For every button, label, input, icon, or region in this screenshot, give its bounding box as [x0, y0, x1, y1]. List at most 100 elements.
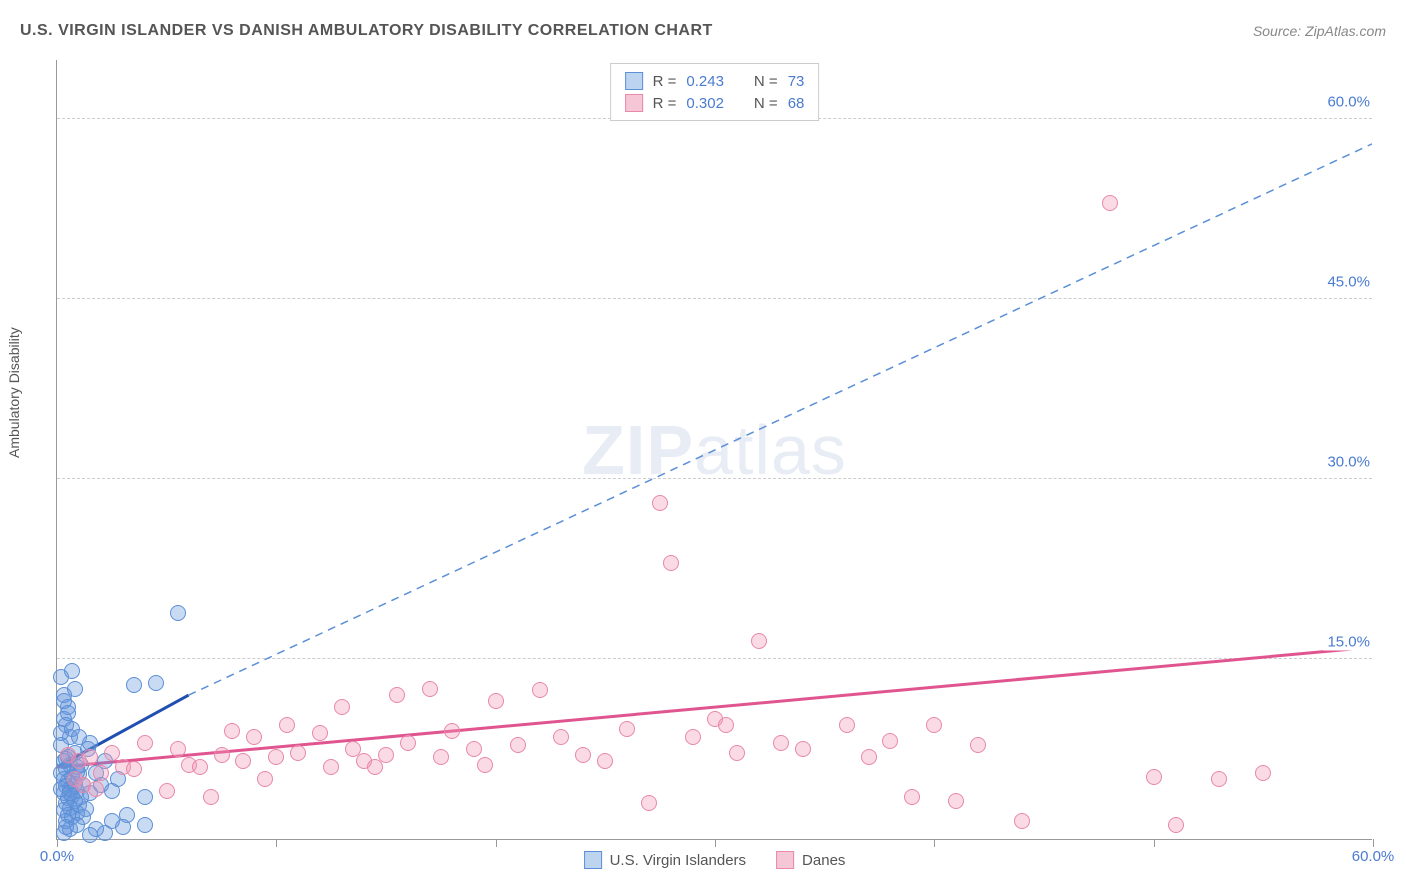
data-point: [235, 753, 251, 769]
data-point: [1102, 195, 1118, 211]
x-tick: [1154, 839, 1155, 847]
data-point: [378, 747, 394, 763]
data-point: [279, 717, 295, 733]
data-point: [400, 735, 416, 751]
data-point: [718, 717, 734, 733]
data-point: [926, 717, 942, 733]
y-axis-label: Ambulatory Disability: [6, 327, 22, 458]
data-point: [773, 735, 789, 751]
data-point: [82, 827, 98, 843]
data-point: [729, 745, 745, 761]
x-tick: [1373, 839, 1374, 847]
data-point: [389, 687, 405, 703]
data-point: [663, 555, 679, 571]
data-point: [861, 749, 877, 765]
data-point: [126, 677, 142, 693]
data-point: [148, 675, 164, 691]
data-point: [510, 737, 526, 753]
data-point: [532, 682, 548, 698]
data-point: [904, 789, 920, 805]
y-tick-label: 30.0%: [1323, 454, 1374, 471]
data-point: [948, 793, 964, 809]
data-point: [192, 759, 208, 775]
r-label: R =: [653, 73, 677, 90]
data-point: [88, 781, 104, 797]
data-point: [71, 729, 87, 745]
data-point: [488, 693, 504, 709]
r-value: 0.243: [686, 73, 724, 90]
data-point: [97, 825, 113, 841]
grid-line: [57, 298, 1372, 299]
x-tick: [934, 839, 935, 847]
data-point: [159, 783, 175, 799]
y-tick-label: 60.0%: [1323, 94, 1374, 111]
n-value: 73: [788, 73, 805, 90]
grid-line: [57, 478, 1372, 479]
n-label: N =: [754, 73, 778, 90]
data-point: [170, 741, 186, 757]
n-value: 68: [788, 95, 805, 112]
data-point: [115, 819, 131, 835]
data-point: [1211, 771, 1227, 787]
data-point: [82, 749, 98, 765]
data-point: [104, 745, 120, 761]
data-point: [203, 789, 219, 805]
data-point: [1014, 813, 1030, 829]
data-point: [323, 759, 339, 775]
data-point: [685, 729, 701, 745]
data-point: [422, 681, 438, 697]
data-point: [137, 735, 153, 751]
data-point: [126, 761, 142, 777]
data-point: [575, 747, 591, 763]
legend-swatch-icon: [584, 851, 602, 869]
trend-line: [57, 647, 1372, 767]
data-point: [882, 733, 898, 749]
x-tick: [57, 839, 58, 847]
series-legend: U.S. Virgin Islanders Danes: [584, 851, 846, 869]
grid-line: [57, 658, 1372, 659]
legend-swatch-icon: [625, 94, 643, 112]
x-tick: [715, 839, 716, 847]
data-point: [257, 771, 273, 787]
data-point: [553, 729, 569, 745]
source-attribution: Source: ZipAtlas.com: [1253, 23, 1386, 39]
data-point: [137, 789, 153, 805]
data-point: [619, 721, 635, 737]
correlation-legend: R = 0.243 N = 73R = 0.302 N = 68: [610, 63, 820, 121]
data-point: [67, 681, 83, 697]
data-point: [597, 753, 613, 769]
data-point: [466, 741, 482, 757]
r-value: 0.302: [686, 95, 724, 112]
data-point: [751, 633, 767, 649]
data-point: [137, 817, 153, 833]
y-tick-label: 45.0%: [1323, 274, 1374, 291]
data-point: [444, 723, 460, 739]
data-point: [970, 737, 986, 753]
data-point: [334, 699, 350, 715]
legend-label: U.S. Virgin Islanders: [610, 852, 746, 869]
legend-row: R =0.302N =68: [625, 92, 805, 114]
data-point: [64, 663, 80, 679]
data-point: [477, 757, 493, 773]
data-point: [1255, 765, 1271, 781]
n-label: N =: [754, 95, 778, 112]
trend-line: [189, 144, 1373, 695]
legend-label: Danes: [802, 852, 845, 869]
data-point: [268, 749, 284, 765]
data-point: [246, 729, 262, 745]
x-tick: [276, 839, 277, 847]
data-point: [290, 745, 306, 761]
data-point: [1146, 769, 1162, 785]
data-point: [224, 723, 240, 739]
legend-row: R = 0.243 N = 73: [625, 70, 805, 92]
data-point: [93, 765, 109, 781]
x-tick-label: 60.0%: [1352, 848, 1395, 865]
y-tick-label: 15.0%: [1323, 634, 1374, 651]
legend-swatch-icon: [776, 851, 794, 869]
legend-item: U.S. Virgin Islanders: [584, 851, 746, 869]
data-point: [214, 747, 230, 763]
legend-item: Danes: [776, 851, 845, 869]
legend-swatch-icon: [625, 72, 643, 90]
x-tick-label: 0.0%: [40, 848, 74, 865]
chart-title: U.S. VIRGIN ISLANDER VS DANISH AMBULATOR…: [20, 22, 713, 40]
